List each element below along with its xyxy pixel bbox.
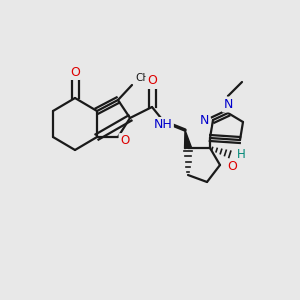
Text: N: N: [200, 113, 209, 127]
Text: H: H: [237, 148, 246, 160]
Text: N: N: [223, 98, 233, 111]
Text: O: O: [227, 160, 237, 173]
Polygon shape: [184, 130, 191, 148]
Text: O: O: [120, 134, 129, 148]
Text: O: O: [70, 65, 80, 79]
Text: CH₃: CH₃: [135, 73, 154, 83]
Text: O: O: [147, 74, 157, 88]
Text: NH: NH: [154, 118, 172, 131]
